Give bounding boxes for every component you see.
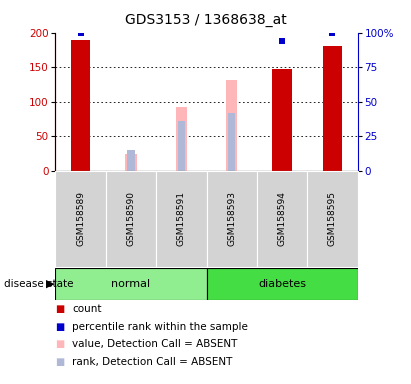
Bar — [55, 268, 206, 300]
Text: GDS3153 / 1368638_at: GDS3153 / 1368638_at — [125, 13, 286, 27]
Bar — [125, 154, 136, 171]
Text: disease state: disease state — [4, 279, 74, 289]
Bar — [71, 40, 90, 171]
Text: ▶: ▶ — [46, 279, 54, 289]
Bar — [156, 171, 206, 267]
Text: GSM158595: GSM158595 — [328, 191, 337, 247]
Text: value, Detection Call = ABSENT: value, Detection Call = ABSENT — [72, 339, 237, 349]
Text: rank, Detection Call = ABSENT: rank, Detection Call = ABSENT — [72, 357, 232, 367]
Bar — [178, 121, 185, 171]
Text: count: count — [72, 304, 102, 314]
Bar — [226, 79, 237, 171]
Bar — [323, 46, 342, 171]
Text: GSM158591: GSM158591 — [177, 191, 186, 247]
Bar — [272, 69, 292, 171]
Bar — [176, 107, 187, 171]
Text: ■: ■ — [55, 339, 65, 349]
Bar — [257, 171, 307, 267]
Text: ■: ■ — [55, 322, 65, 332]
Bar — [127, 150, 135, 171]
Text: percentile rank within the sample: percentile rank within the sample — [72, 322, 248, 332]
Bar — [228, 113, 236, 171]
Text: GSM158594: GSM158594 — [277, 192, 286, 246]
Bar — [307, 171, 358, 267]
Bar — [55, 171, 106, 267]
Text: diabetes: diabetes — [258, 278, 306, 289]
Bar — [206, 171, 257, 267]
Text: GSM158593: GSM158593 — [227, 191, 236, 247]
Text: ■: ■ — [55, 357, 65, 367]
Text: normal: normal — [111, 278, 150, 289]
Bar — [106, 171, 156, 267]
Text: GSM158590: GSM158590 — [127, 191, 136, 247]
Bar — [206, 268, 358, 300]
Text: ■: ■ — [55, 304, 65, 314]
Text: GSM158589: GSM158589 — [76, 191, 85, 247]
